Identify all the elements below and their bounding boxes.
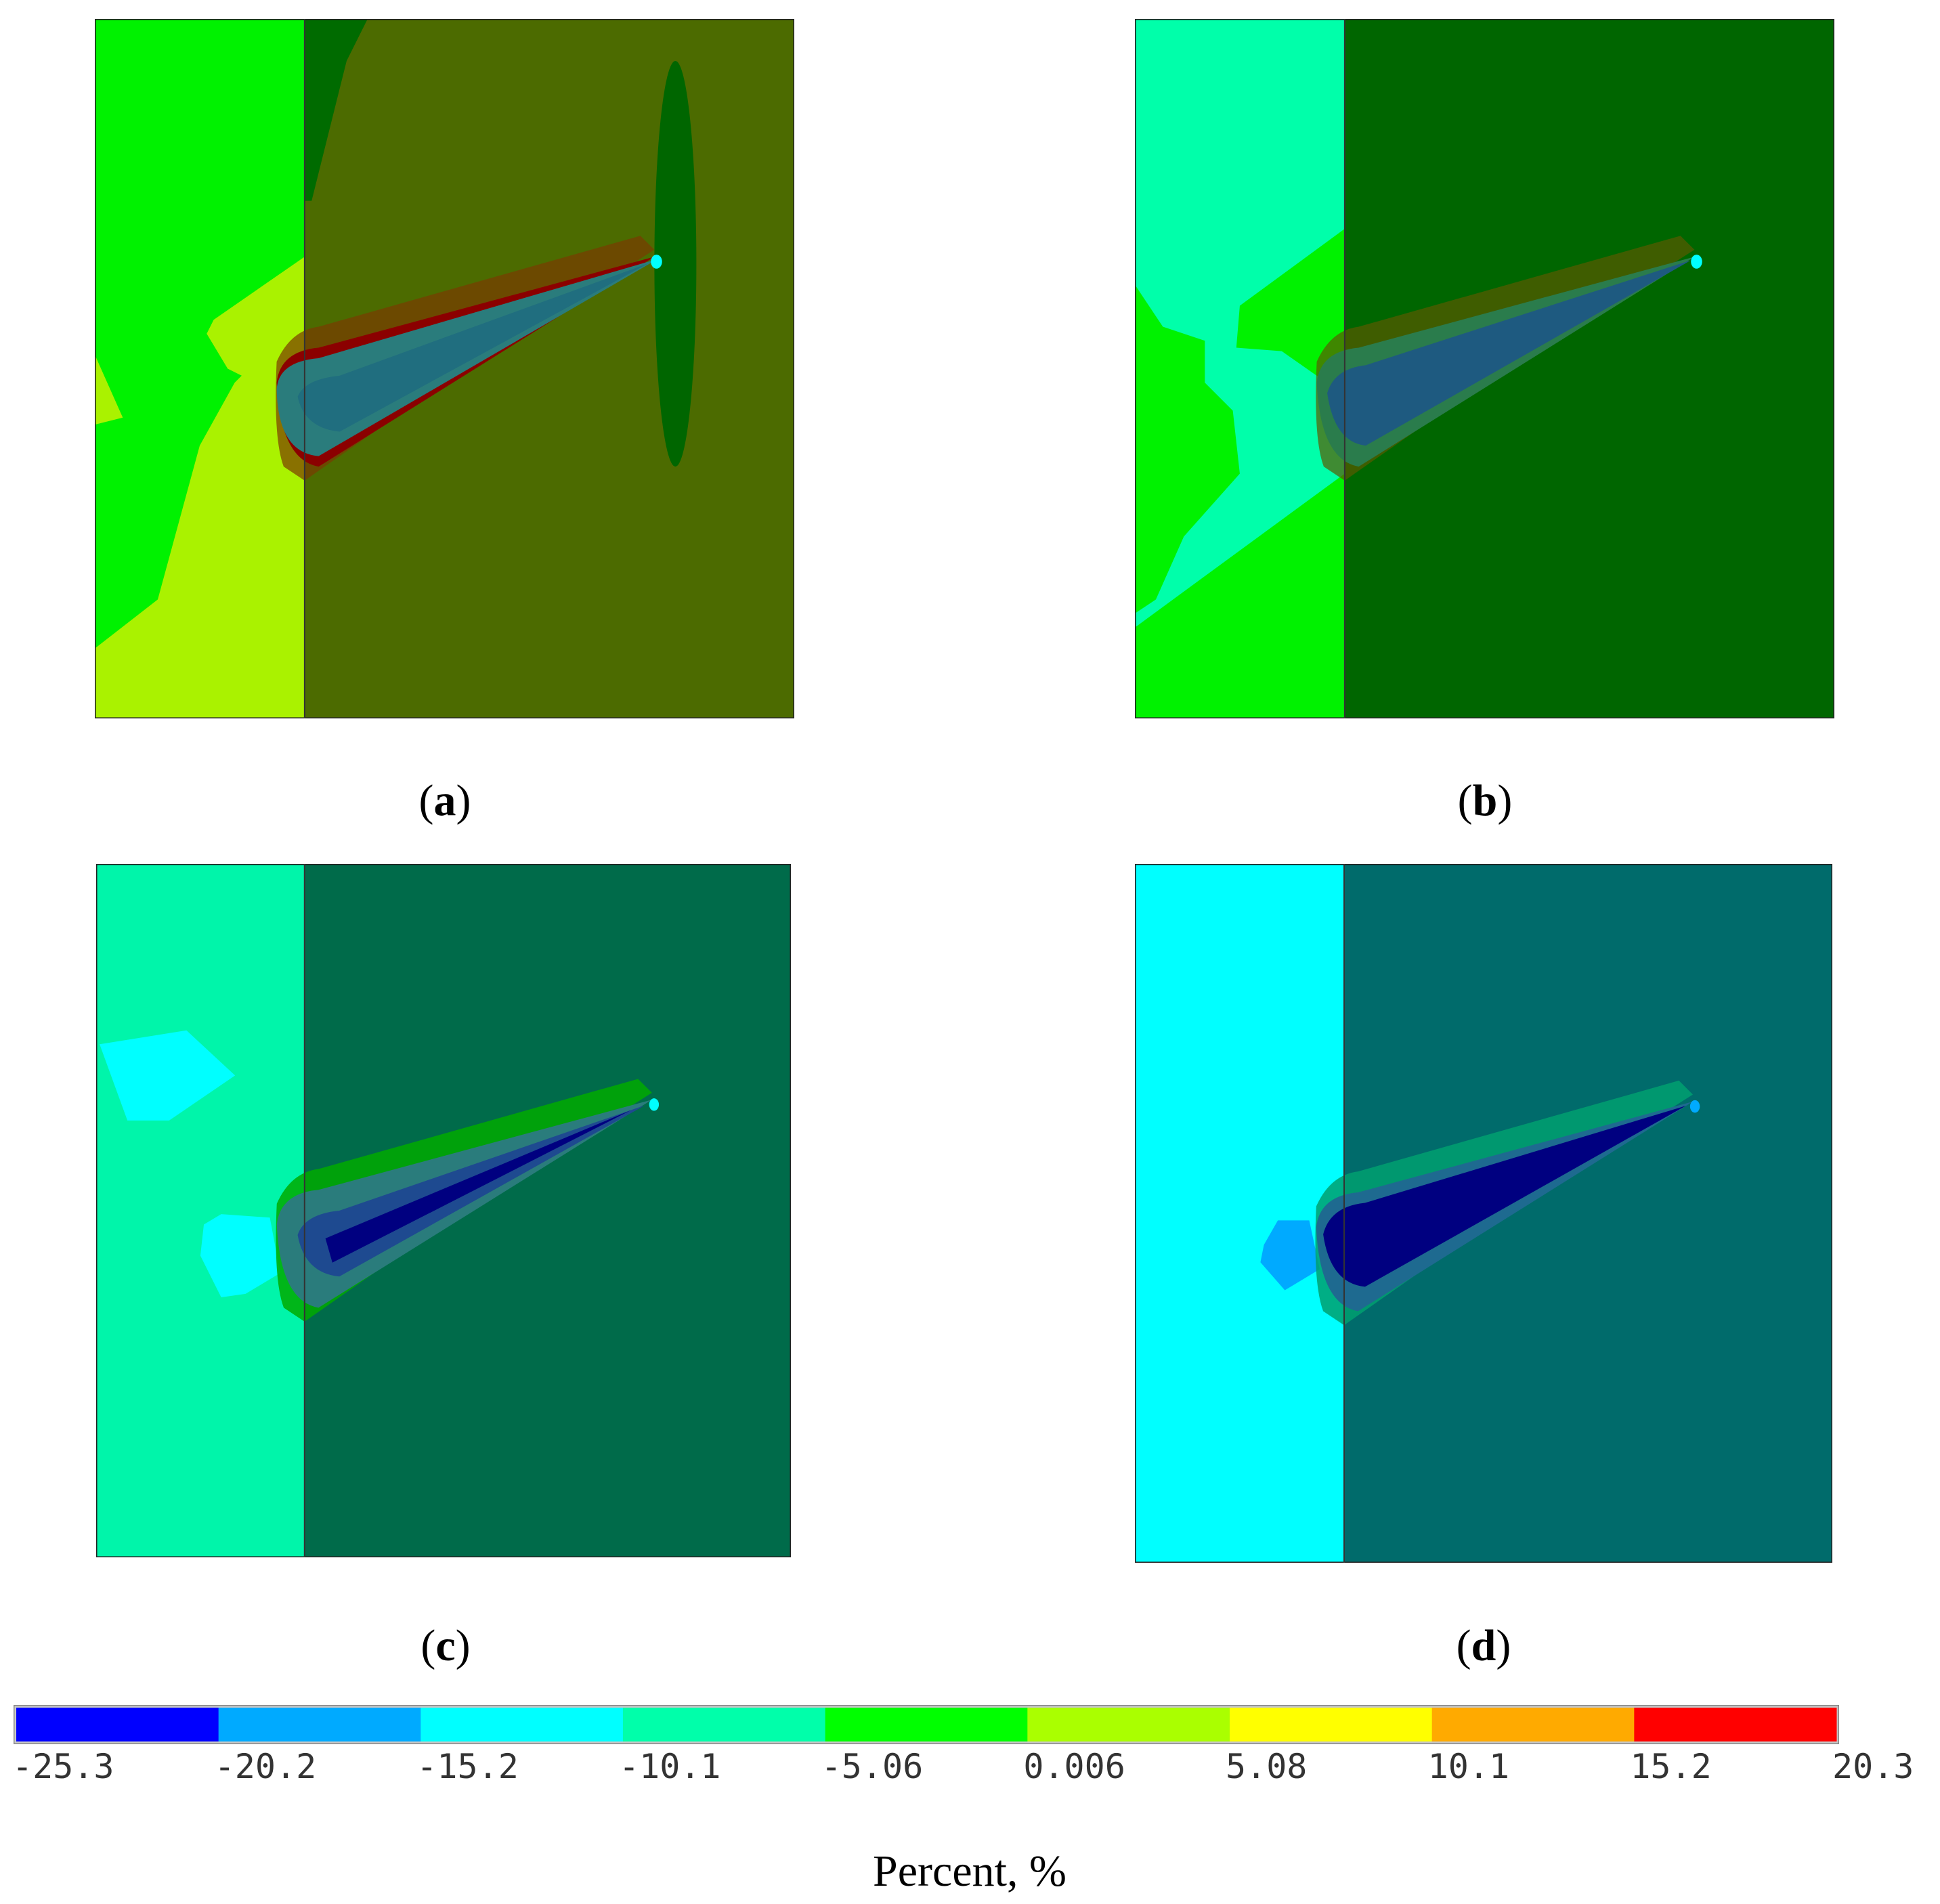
panel-frame <box>96 864 791 1557</box>
colorbar-tick-label: -5.06 <box>821 1747 924 1786</box>
colorbar-swatch <box>218 1708 421 1741</box>
colorbar-swatch <box>16 1708 219 1741</box>
left-region <box>96 864 305 1557</box>
contour-band-bottom <box>1135 473 1345 718</box>
panel-frame <box>1135 19 1834 718</box>
colorbar-swatch <box>825 1708 1028 1741</box>
contour-band-inner <box>1327 260 1691 446</box>
contour-plot-d <box>1135 864 1832 1563</box>
colorbar-tick-label: 20.3 <box>1832 1747 1914 1786</box>
colorbar-swatch <box>1634 1708 1837 1741</box>
colorbar-tick-label: -10.1 <box>619 1747 721 1786</box>
contour-patch-upper <box>100 1030 236 1121</box>
colorbar-tick-label: 0.006 <box>1023 1747 1125 1786</box>
panel-caption-a: (a) <box>418 776 471 825</box>
panel-frame <box>1135 864 1832 1563</box>
colorbar-swatch <box>1027 1708 1230 1741</box>
colorbar-tick-label: -20.2 <box>214 1747 317 1786</box>
colorbar-tick-label: 10.1 <box>1427 1747 1510 1786</box>
colorbar <box>14 1705 1839 1744</box>
contour-band-lower <box>95 305 305 718</box>
contour-patch <box>1260 1220 1320 1291</box>
colorbar-swatches <box>14 1705 1839 1744</box>
colorbar-tick-label: -25.3 <box>12 1747 114 1786</box>
left-region <box>1135 864 1344 1563</box>
contour-panel-d <box>1135 864 1832 1563</box>
colorbar-swatch <box>1431 1708 1635 1741</box>
colorbar-tick-label: 15.2 <box>1630 1747 1712 1786</box>
contour-band-mid <box>1236 228 1345 383</box>
panel-caption-b: (b) <box>1457 776 1513 825</box>
contour-patch-lower <box>200 1214 280 1297</box>
contour-plot-b <box>1135 19 1834 718</box>
panel-caption-c: (c) <box>421 1621 471 1670</box>
contour-band-lower <box>1135 284 1240 718</box>
colorbar-swatch <box>1230 1708 1433 1741</box>
colorbar-swatch <box>421 1708 624 1741</box>
contour-band-inner <box>297 263 648 432</box>
tip-marker <box>651 255 662 269</box>
contour-panel-b <box>1135 19 1834 718</box>
contour-panel-a <box>95 19 794 718</box>
colorbar-tick-label: 5.08 <box>1226 1747 1308 1786</box>
contour-ellipse <box>654 60 697 467</box>
tip-marker <box>1691 255 1702 269</box>
colorbar-unit-label: Percent, % <box>873 1846 1066 1896</box>
contour-band-min <box>1323 1106 1686 1287</box>
contour-band-min <box>325 1110 632 1263</box>
tip-marker <box>1689 1100 1700 1113</box>
contour-plot-a <box>95 19 794 718</box>
contour-panel-c <box>96 864 791 1557</box>
contour-band-edge <box>95 354 123 425</box>
colorbar-tick-labels: -25.3 -20.2 -15.2 -10.1 -5.06 0.006 5.08 10.1 15… <box>0 1747 1940 1794</box>
panel-frame <box>95 19 794 718</box>
colorbar-swatch <box>623 1708 826 1741</box>
panel-caption-d: (d) <box>1456 1621 1511 1670</box>
tip-marker <box>649 1098 660 1111</box>
contour-plot-c <box>96 864 791 1557</box>
contour-band-top <box>304 19 368 201</box>
colorbar-tick-label: -15.2 <box>416 1747 519 1786</box>
